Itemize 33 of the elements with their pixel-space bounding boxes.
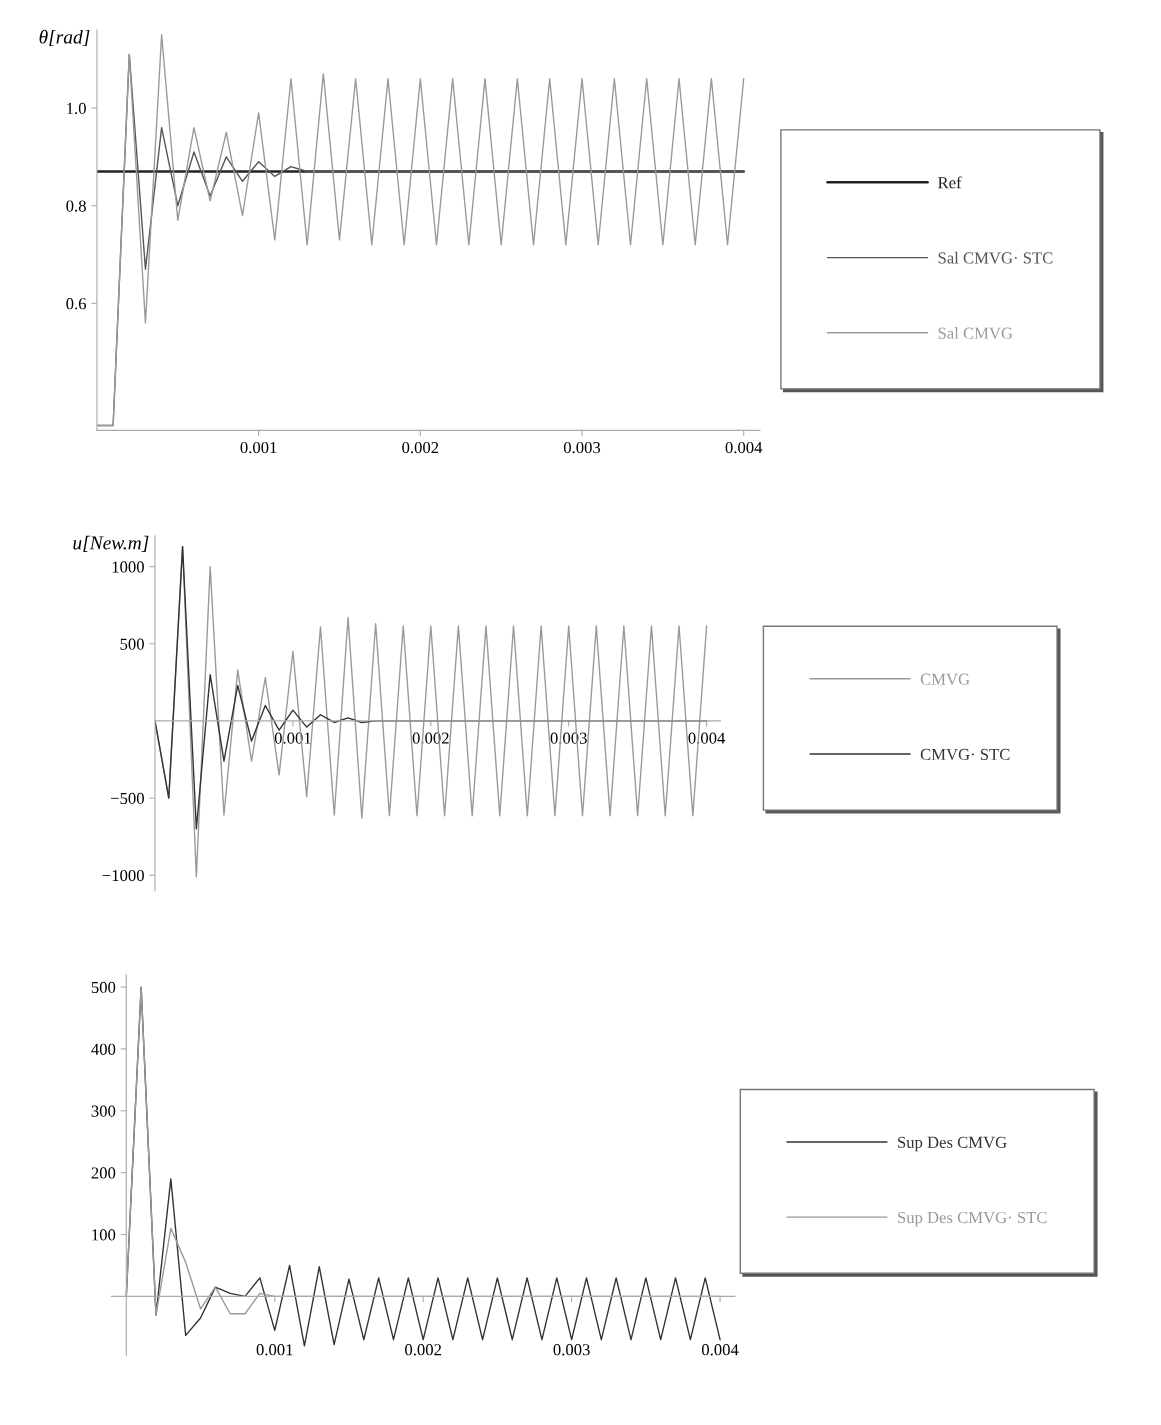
x-tick-label: 0.001: [256, 1344, 293, 1356]
text: Sup Des CMVG: [898, 1136, 1007, 1152]
y-tick-label: −1000: [102, 869, 144, 882]
x-tick-label: 0.003: [553, 1344, 590, 1356]
x-tick-label: 0.001: [240, 441, 277, 454]
y-tick-label: 300: [91, 1105, 116, 1117]
y-tick-label: 0.8: [66, 200, 86, 212]
y-tick-label: 200: [91, 1167, 116, 1179]
y-tick-label: 1.0: [67, 102, 86, 115]
y-tick-label: 0.6: [66, 298, 87, 310]
text: CMVG: [920, 673, 970, 685]
x-tick-label: 0.004: [701, 1344, 739, 1356]
x-tick-label: 0.001: [274, 732, 311, 744]
text: Ref: [938, 176, 962, 189]
y-tick-label: 500: [91, 981, 116, 994]
y-tick-label: −500: [111, 792, 144, 805]
y-axis-title: u[New.m]: [73, 535, 149, 552]
y-tick-label: 500: [120, 638, 144, 650]
text: Sal CMVG· STC: [938, 251, 1053, 264]
y-tick-label: 400: [91, 1043, 116, 1055]
y-axis-title: θ[rad]: [39, 29, 90, 47]
x-tick-label: 0.002: [412, 732, 449, 744]
x-tick-label: 0.003: [563, 441, 601, 454]
text: Sal CMVG: [938, 327, 1013, 339]
x-tick-label: 0.004: [688, 732, 726, 744]
y-tick-label: 1000: [112, 561, 144, 573]
y-tick-label: 100: [92, 1229, 116, 1241]
text: CMVG· STC: [920, 748, 1010, 761]
x-tick-label: 0.002: [405, 1344, 442, 1356]
x-tick-label: 0.002: [402, 441, 439, 454]
x-tick-label: 0.003: [550, 732, 587, 744]
text: Sup Des CMVG· STC: [898, 1211, 1047, 1227]
x-tick-label: 0.004: [725, 441, 763, 454]
